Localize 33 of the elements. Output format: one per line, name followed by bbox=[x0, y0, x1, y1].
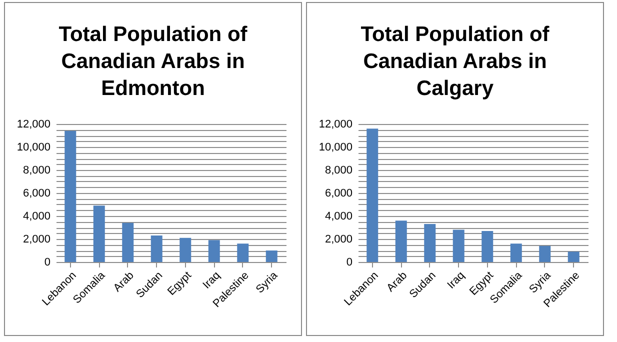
y-tick-label: 4,000 bbox=[22, 210, 50, 222]
bar bbox=[93, 206, 105, 262]
bar bbox=[568, 252, 580, 262]
bar bbox=[539, 246, 551, 262]
y-tick-label: 8,000 bbox=[324, 164, 352, 176]
bar bbox=[150, 236, 162, 262]
y-tick-label: 10,000 bbox=[16, 142, 50, 154]
y-tick-label: 6,000 bbox=[324, 188, 352, 200]
y-tick-label: 0 bbox=[44, 256, 50, 268]
bar bbox=[510, 244, 522, 262]
y-tick-label: 0 bbox=[346, 256, 352, 268]
bar bbox=[395, 220, 407, 262]
bar bbox=[122, 222, 134, 262]
x-tick-label: Iraq bbox=[445, 270, 468, 292]
chart-title: Total Population of Canadian Arabs in Edmonton bbox=[58, 22, 248, 102]
bar bbox=[180, 238, 192, 262]
bar bbox=[266, 250, 278, 262]
bar bbox=[452, 230, 464, 262]
bar bbox=[208, 240, 220, 262]
bar bbox=[237, 244, 249, 262]
y-tick-label: 2,000 bbox=[22, 234, 50, 246]
y-tick-label: 2,000 bbox=[324, 234, 352, 246]
y-tick-label: 4,000 bbox=[324, 210, 352, 222]
y-tick-label: 12,000 bbox=[318, 118, 352, 130]
y-tick-label: 6,000 bbox=[22, 188, 50, 200]
y-tick-label: 8,000 bbox=[22, 164, 50, 176]
y-tick-label: 10,000 bbox=[318, 142, 352, 154]
bar bbox=[424, 224, 436, 262]
bar bbox=[64, 130, 76, 262]
bar bbox=[482, 230, 494, 262]
y-tick-label: 12,000 bbox=[16, 118, 50, 130]
chart-title: Total Population of Canadian Arabs in Calgary bbox=[360, 22, 550, 102]
bar bbox=[366, 128, 378, 262]
